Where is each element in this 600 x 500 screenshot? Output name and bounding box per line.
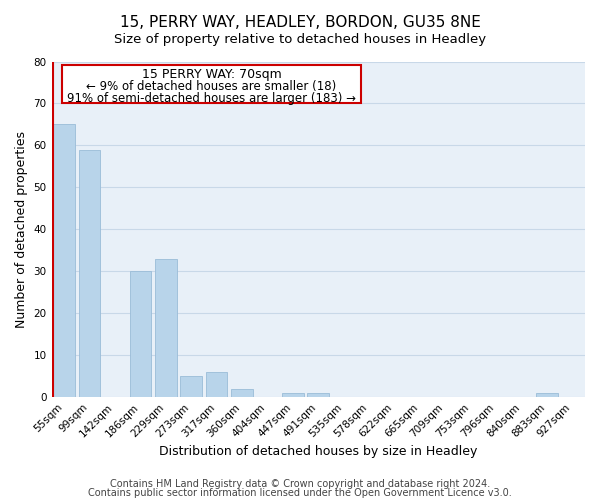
Bar [231, 389, 253, 397]
Text: 15, PERRY WAY, HEADLEY, BORDON, GU35 8NE: 15, PERRY WAY, HEADLEY, BORDON, GU35 8NE [119, 15, 481, 30]
Text: 15 PERRY WAY: 70sqm: 15 PERRY WAY: 70sqm [142, 68, 281, 81]
Bar [130, 272, 151, 397]
Bar [181, 376, 202, 397]
Bar [282, 393, 304, 397]
Bar [53, 124, 75, 397]
Bar [79, 150, 100, 397]
Bar [307, 393, 329, 397]
Text: Contains HM Land Registry data © Crown copyright and database right 2024.: Contains HM Land Registry data © Crown c… [110, 479, 490, 489]
Bar [155, 258, 176, 397]
Bar [206, 372, 227, 397]
X-axis label: Distribution of detached houses by size in Headley: Distribution of detached houses by size … [159, 444, 478, 458]
Text: Contains public sector information licensed under the Open Government Licence v3: Contains public sector information licen… [88, 488, 512, 498]
Bar [536, 393, 557, 397]
Text: ← 9% of detached houses are smaller (18): ← 9% of detached houses are smaller (18) [86, 80, 337, 93]
Y-axis label: Number of detached properties: Number of detached properties [15, 131, 28, 328]
FancyBboxPatch shape [62, 65, 361, 104]
Text: Size of property relative to detached houses in Headley: Size of property relative to detached ho… [114, 32, 486, 46]
Text: 91% of semi-detached houses are larger (183) →: 91% of semi-detached houses are larger (… [67, 92, 356, 106]
